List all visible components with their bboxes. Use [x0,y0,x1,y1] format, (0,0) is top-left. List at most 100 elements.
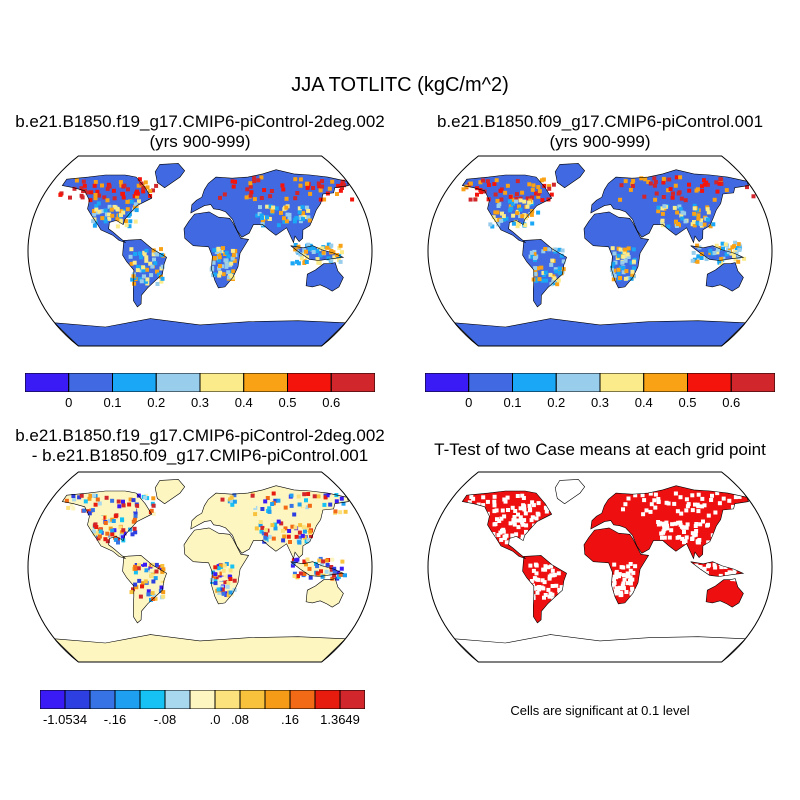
grid-cell [329,243,334,248]
grid-cell [507,199,512,204]
grid-cell [151,248,156,253]
grid-cell [308,575,313,580]
colorbar-case1-tick-label: 0 [65,395,73,410]
grid-cell [260,222,265,227]
grid-cell [107,216,112,221]
grid-cell [217,266,222,271]
grid-cell [521,496,526,500]
grid-cell [306,215,311,220]
grid-cell [543,593,548,597]
grid-cell [313,513,318,518]
grid-cell [705,182,710,187]
grid-cell [656,209,661,214]
grid-cell [231,269,236,274]
grid-cell [690,537,695,541]
grid-cell [682,540,686,545]
grid-cell [697,245,702,250]
grid-cell [216,246,221,251]
grid-cell [306,492,311,496]
grid-cell [58,192,63,197]
grid-cell [304,260,309,264]
grid-cell [121,192,125,197]
grid-cell [231,184,236,189]
grid-cell [332,569,337,574]
grid-cell [64,498,69,503]
grid-cell [703,576,708,581]
grid-cell [128,219,133,224]
grid-cell [514,199,518,204]
grid-cell [153,261,158,266]
continent-australia [306,262,344,292]
grid-cell [330,557,335,562]
grid-cell [468,197,473,202]
grid-cell [623,276,628,281]
grid-cell [544,278,549,283]
grid-cell [322,197,327,202]
grid-cell [283,505,288,510]
grid-cell [544,509,549,514]
grid-cell [94,525,99,529]
grid-cell [640,493,645,498]
grid-cell [660,206,665,211]
grid-cell [663,526,668,531]
grid-cell [505,495,510,500]
grid-cell [529,579,534,583]
grid-cell [542,595,546,600]
grid-cell [702,222,707,227]
grid-cell [129,261,134,266]
grid-cell [718,573,723,578]
grid-cell [133,202,138,207]
grid-cell [110,528,115,533]
grid-cell [706,210,711,215]
grid-cell [724,252,729,257]
grid-cell [531,540,536,544]
colorbar-case1-tick-label: 0.2 [147,395,166,410]
grid-cell [248,181,253,186]
grid-cell [218,195,222,200]
grid-cell [153,596,158,601]
grid-cell [158,589,163,593]
grid-cell [673,521,678,526]
grid-cell [318,253,323,258]
grid-cell [495,517,499,522]
grid-cell [704,180,709,185]
grid-cell [618,593,623,598]
grid-cell [477,513,481,518]
grid-cell [305,557,310,562]
grid-cell [296,519,301,524]
grid-cell [725,558,730,563]
ttest-significance-note: Cells are significant at 0.1 level [510,703,690,718]
grid-cell [141,265,146,270]
grid-cell [540,578,545,583]
grid-cell [103,208,108,213]
grid-cell [212,256,217,260]
grid-cell [134,585,139,590]
colorbar-case2-swatch [599,372,645,393]
grid-cell [622,250,627,255]
grid-cell [82,508,87,513]
grid-cell [610,265,615,270]
colorbar-case1: 0 0.1 0.2 0.3 0.4 0.5 0.6 [24,372,376,410]
grid-cell [666,501,671,506]
grid-cell [141,274,146,279]
grid-cell [732,557,737,562]
grid-cell [109,207,114,212]
grid-cell [254,526,259,531]
grid-cell [612,268,617,273]
grid-cell [283,526,288,531]
grid-cell [159,585,164,590]
grid-cell [232,578,237,583]
grid-cell [268,194,273,199]
grid-cell [102,195,107,200]
grid-cell [693,557,698,562]
grid-cell [317,184,322,189]
grid-cell [712,251,717,255]
grid-cell [524,529,528,534]
coastline-antarctica [453,634,747,662]
grid-cell [512,522,517,527]
grid-cell [329,565,334,569]
grid-cell [556,278,561,283]
grid-cell [469,508,474,513]
grid-cell [642,194,647,199]
grid-cell [616,271,621,276]
